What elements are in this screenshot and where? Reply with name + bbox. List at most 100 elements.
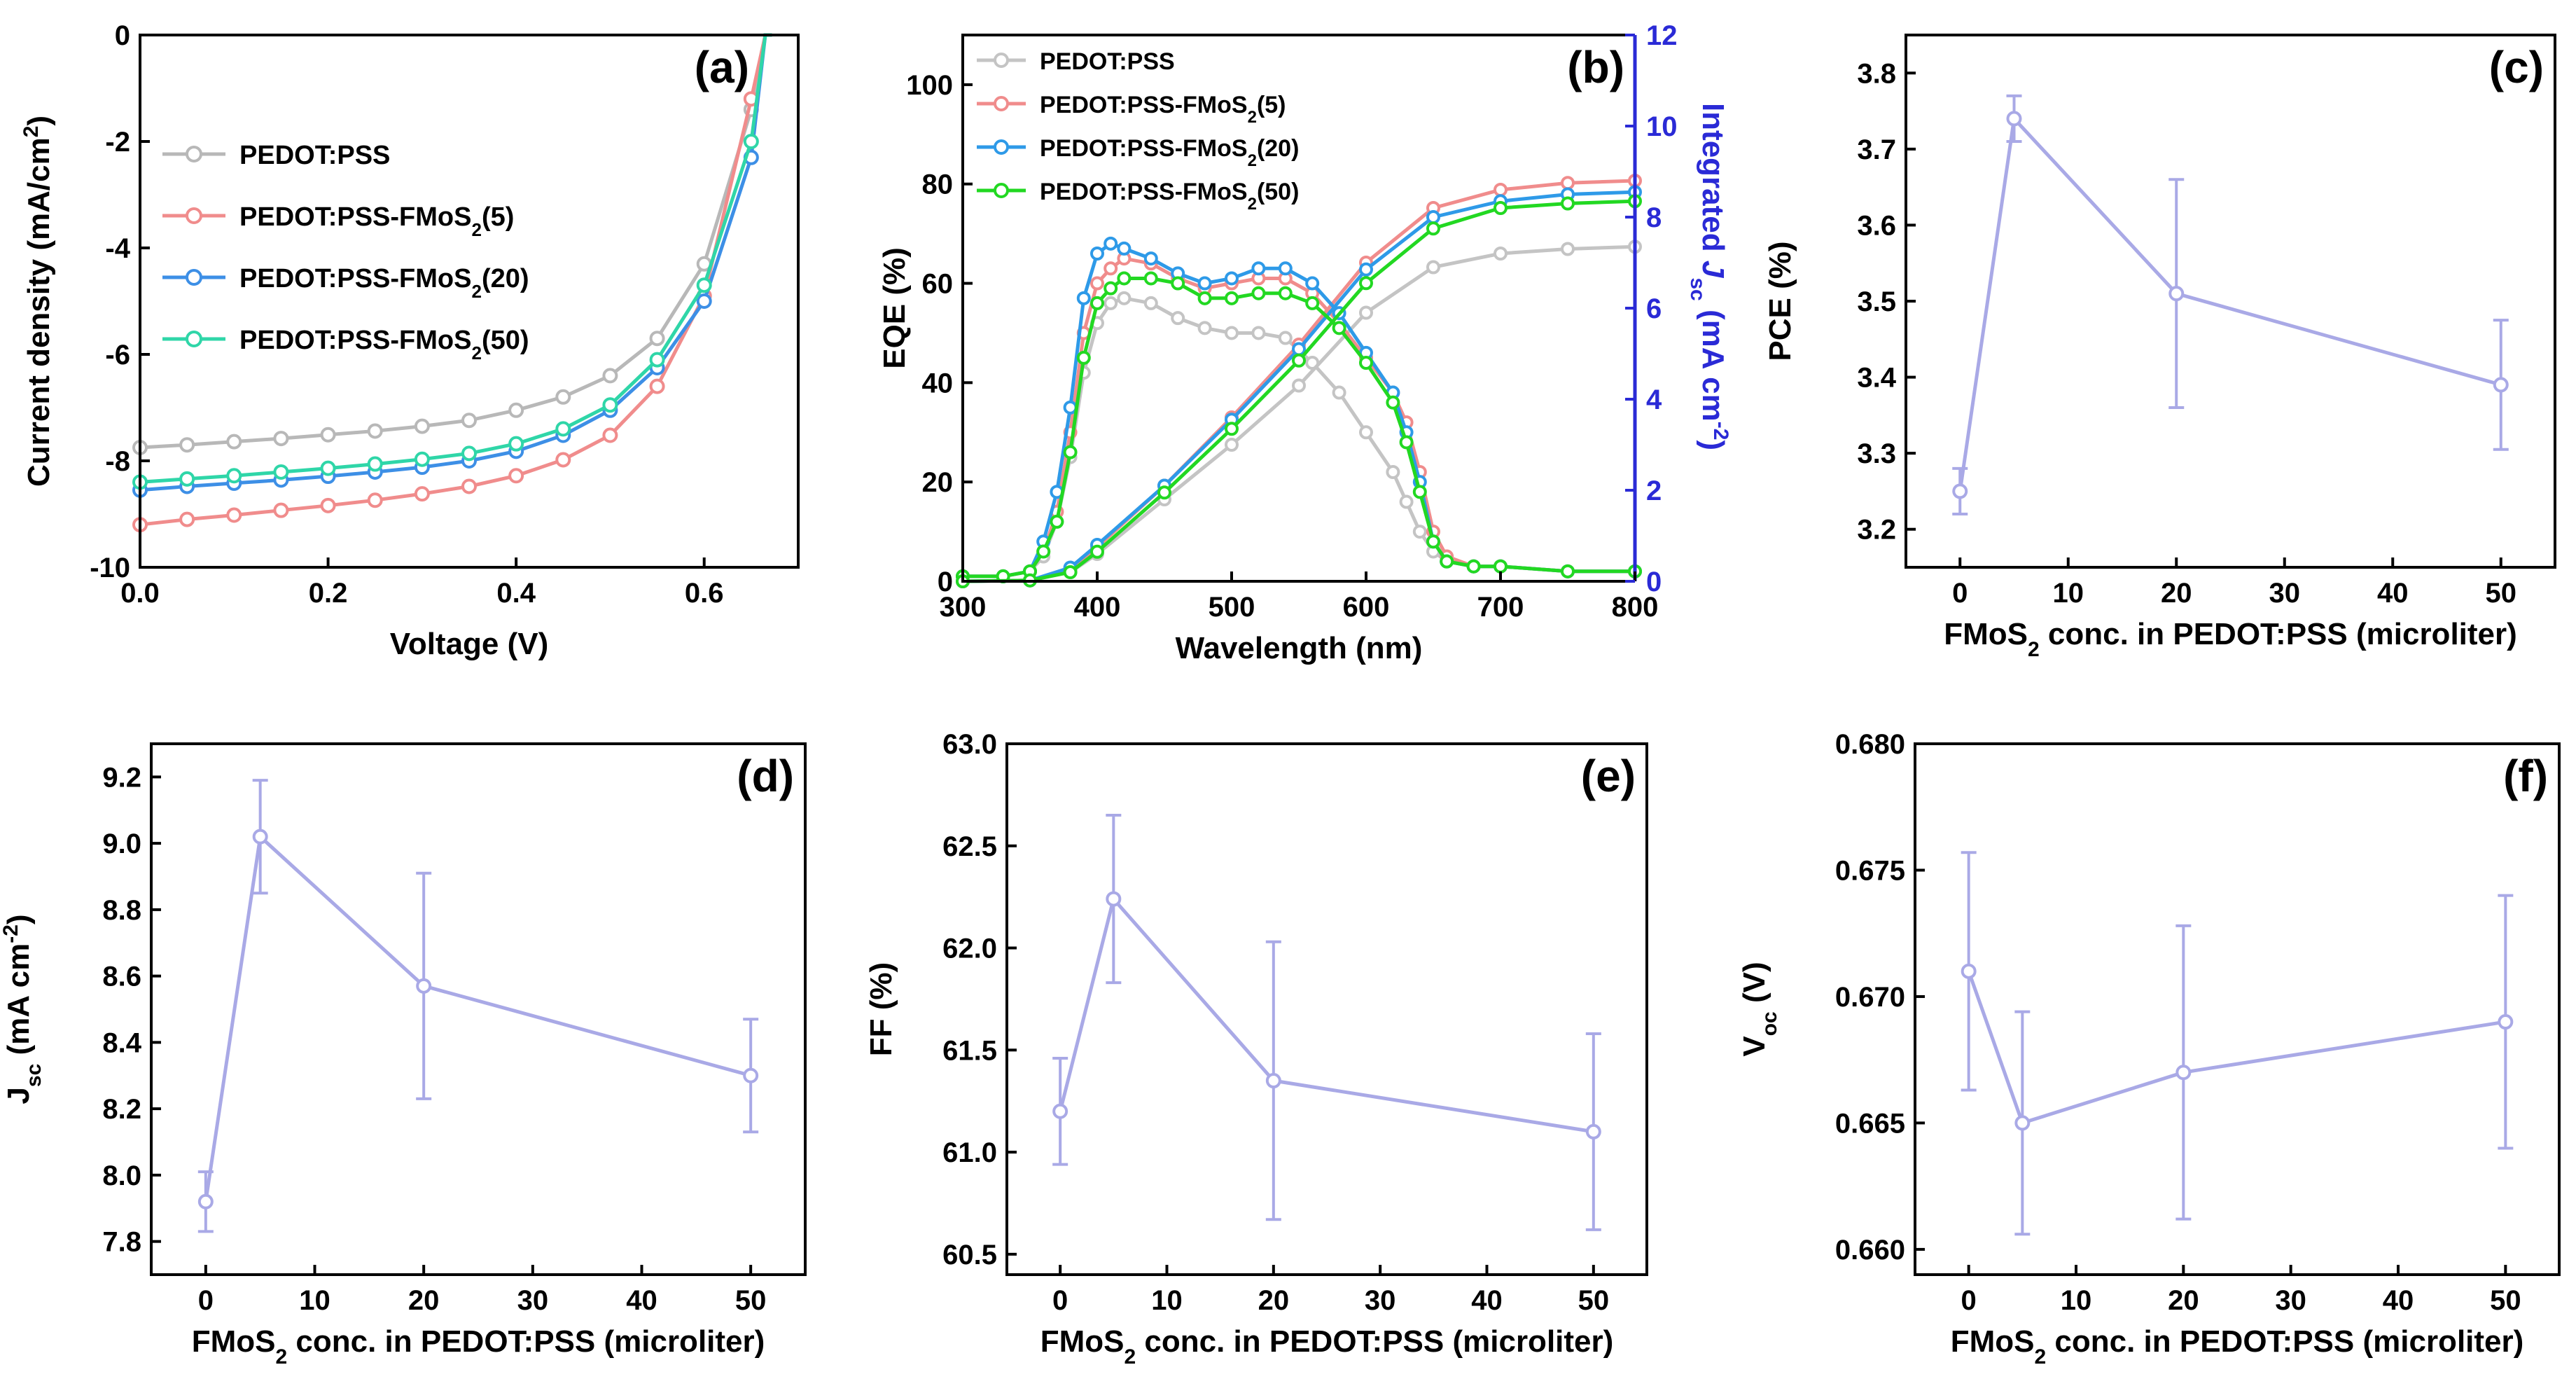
- data-point: [1251, 286, 1266, 300]
- x-tick-label: 20: [2168, 1285, 2199, 1316]
- data-point: [1050, 514, 1064, 529]
- y-tick-label: 3.6: [1857, 210, 1896, 241]
- x-tick-label: 600: [1343, 592, 1390, 623]
- y-tick-label: 0.675: [1835, 855, 1905, 886]
- y-axis-label: EQE (%): [877, 247, 912, 369]
- data-point: [1332, 321, 1346, 335]
- data-point: [416, 978, 432, 994]
- x-tick-label: 0.4: [496, 578, 536, 609]
- data-point: [508, 402, 524, 418]
- y2-tick-label: 12: [1646, 20, 1678, 51]
- data-point: [1090, 296, 1104, 310]
- y-tick-label: 3.4: [1857, 363, 1896, 394]
- data-point: [1359, 305, 1373, 320]
- data-point: [367, 456, 383, 472]
- data-point: [1090, 544, 1104, 559]
- data-point: [1494, 247, 1508, 261]
- data-point: [1197, 291, 1212, 305]
- x-tick-label: 50: [735, 1285, 767, 1316]
- eqe-line: [963, 241, 1635, 578]
- y-tick-label: 3.8: [1857, 58, 1896, 89]
- data-point: [1197, 321, 1212, 335]
- x-tick-label: 40: [1471, 1285, 1503, 1316]
- x-tick-label: 30: [2275, 1285, 2306, 1316]
- data-point: [1103, 236, 1118, 251]
- data-point: [1305, 276, 1320, 291]
- data-point: [1036, 544, 1051, 559]
- data-point: [1561, 176, 1575, 190]
- data-point: [555, 389, 571, 405]
- x-tick-label: 40: [626, 1285, 657, 1316]
- data-point: [2006, 111, 2022, 127]
- data-point: [508, 468, 524, 484]
- data-point: [1305, 296, 1320, 310]
- data-point: [1359, 262, 1373, 277]
- series-line: [1967, 971, 2506, 1125]
- y-tick-label: 60.5: [942, 1240, 997, 1270]
- data-point: [2498, 1014, 2514, 1030]
- data-point: [273, 464, 289, 480]
- y-tick-label: 62.0: [942, 934, 997, 964]
- data-point: [1225, 271, 1239, 286]
- data-point: [1426, 534, 1440, 549]
- x-axis-label: FMoS2 conc. in PEDOT:PSS (microliter): [1944, 617, 2517, 661]
- data-point: [1399, 494, 1414, 509]
- data-point: [1292, 378, 1306, 393]
- x-tick-label: 40: [2383, 1285, 2414, 1316]
- x-tick-label: 40: [2377, 578, 2409, 609]
- y-axis-label: Current density (mA/cm2): [20, 116, 57, 487]
- x-tick-label: 10: [299, 1285, 330, 1316]
- data-point: [1265, 1073, 1281, 1089]
- panel-a: 0.0 0.2 0.4 0.6 -10 -8 -6 -4 -2 0 Voltage (V) Curre…: [20, 20, 800, 661]
- series-line-a: [139, 33, 772, 527]
- data-point: [1117, 241, 1132, 256]
- y-tick-label: -4: [105, 233, 130, 264]
- data-point: [2493, 377, 2509, 393]
- data-point: [602, 368, 618, 384]
- data-point: [1494, 201, 1508, 215]
- x-axis-label: FMoS2 conc. in PEDOT:PSS (microliter): [192, 1324, 765, 1368]
- y-axis-label: PCE (%): [1763, 241, 1797, 361]
- data-point: [1076, 350, 1091, 365]
- data-point: [1063, 445, 1078, 459]
- data-point: [1494, 183, 1508, 197]
- x-axis-label: Voltage (V): [390, 627, 549, 661]
- data-point: [1585, 1123, 1601, 1139]
- data-point: [994, 139, 1009, 155]
- data-point: [2168, 286, 2185, 302]
- plot-frame-d: [150, 742, 807, 1276]
- y-tick-label: -10: [90, 553, 130, 583]
- data-point: [1561, 242, 1575, 256]
- x-tick-label: 30: [517, 1285, 549, 1316]
- data-point: [1386, 465, 1400, 479]
- y-tick-label: 0: [115, 20, 130, 51]
- panel-e: 0 10 20 30 40 50 60.5 61.0 61.5 62.0 62.5 63.0 FMoS2…: [864, 729, 1648, 1368]
- x-tick-label: 20: [2161, 578, 2192, 609]
- legend-label: PEDOT:PSS-FMoS2(50): [239, 326, 529, 363]
- x-tick-label: 0.6: [685, 578, 724, 609]
- panel-label: (c): [2489, 42, 2544, 92]
- data-point: [414, 418, 430, 434]
- data-point: [186, 207, 202, 224]
- y-tick-label: 63.0: [942, 729, 997, 760]
- data-point: [367, 423, 383, 439]
- y-axis-label: FF (%): [864, 962, 898, 1056]
- y-tick-label: 7.8: [102, 1227, 141, 1258]
- data-point: [555, 421, 571, 437]
- data-point: [1171, 276, 1185, 291]
- data-point: [994, 183, 1009, 198]
- plot-frame-a: [139, 34, 800, 569]
- legend-label: PEDOT:PSS-FMoS2(5): [1040, 92, 1286, 127]
- x-tick-label: 400: [1074, 592, 1121, 623]
- panel-f: 0 10 20 30 40 50 0.660 0.665 0.670 0.675 0.680 FMoS…: [1737, 729, 2561, 1368]
- data-point: [2175, 1065, 2192, 1081]
- y-tick-label: 0.660: [1835, 1235, 1905, 1266]
- x-tick-label: 0: [1952, 578, 1968, 609]
- data-point: [1251, 261, 1266, 276]
- x-tick-label: 500: [1209, 592, 1255, 623]
- plot-frame-e: [1005, 742, 1648, 1276]
- panel-label: (a): [695, 42, 749, 92]
- data-point: [1412, 485, 1427, 499]
- data-point: [461, 445, 477, 462]
- data-point: [179, 471, 195, 487]
